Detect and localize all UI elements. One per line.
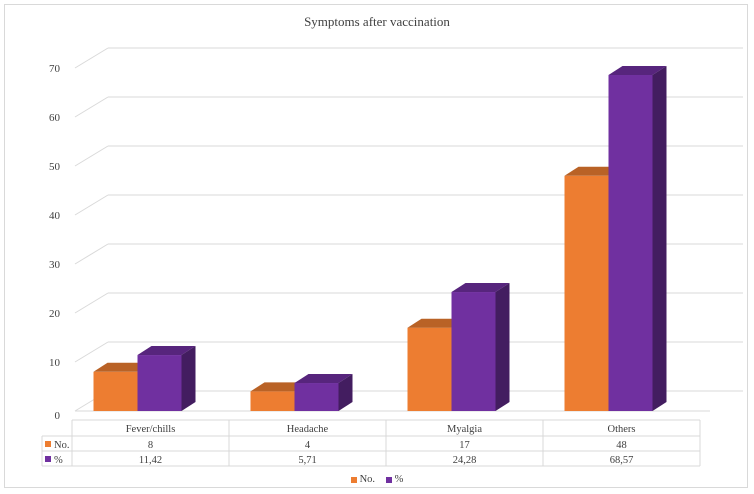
category-label: Headache [287,424,329,435]
series-row-label: % [54,455,63,466]
legend-swatch-no [350,476,357,483]
data-label: 68,57 [610,455,634,466]
bar-percent-front [137,355,182,411]
gridline-side [74,243,109,265]
y-tick-label: 50 [49,161,61,173]
y-tick-label: 40 [49,210,61,222]
data-label: 4 [305,440,311,451]
gridline-side [74,145,109,167]
table-swatch [45,456,51,462]
category-label: Fever/chills [126,424,176,435]
bar-percent-top [137,346,196,356]
bar-percent-side [181,346,196,411]
bar-percent-top [608,66,667,76]
bar-percent-top [294,374,353,384]
bar-percent-side [495,283,510,411]
category-label: Others [608,424,636,435]
chart-title: Symptoms after vaccination [304,14,450,29]
category-label: Myalgia [447,424,482,435]
bar-percent-front [451,292,496,411]
gridline-side [74,96,109,118]
data-label: 8 [148,440,153,451]
y-tick-label: 60 [49,112,61,124]
series-row-label: No. [54,440,69,451]
bar-percent-top [451,283,510,293]
data-label: 5,71 [298,455,316,466]
bar-percent-side [338,374,353,411]
y-tick-label: 30 [49,259,61,271]
data-label: 24,28 [453,455,477,466]
gridline-side [74,292,109,314]
data-label: 48 [616,440,627,451]
data-label: 17 [459,440,470,451]
gridline-side [74,341,109,363]
bar-no-front [407,327,452,411]
legend-item-no: No. [350,474,376,485]
bar-no-top [564,166,623,176]
y-tick-label: 70 [49,63,61,75]
bar-percent-side [652,66,667,411]
y-tick-label: 10 [49,357,61,369]
bar-no-front [564,175,609,411]
gridline-side [74,194,109,216]
legend-label-percent: % [394,474,404,485]
legend: No. % [0,474,754,485]
gridline-side [74,47,109,69]
bar-no-top [93,362,152,372]
data-label: 11,42 [139,455,162,466]
y-tick-label: 20 [49,308,61,320]
table-swatch [45,441,51,447]
legend-item-percent: % [385,474,404,485]
bar-no-top [407,318,466,328]
legend-label-no: No. [359,474,376,485]
bar-no-front [93,371,138,411]
legend-swatch-percent [385,476,392,483]
bar-percent-front [608,75,653,411]
y-tick-label: 0 [55,410,61,422]
bar-no-front [250,391,295,411]
bar-no-top [250,382,309,392]
bar-percent-front [294,383,339,411]
